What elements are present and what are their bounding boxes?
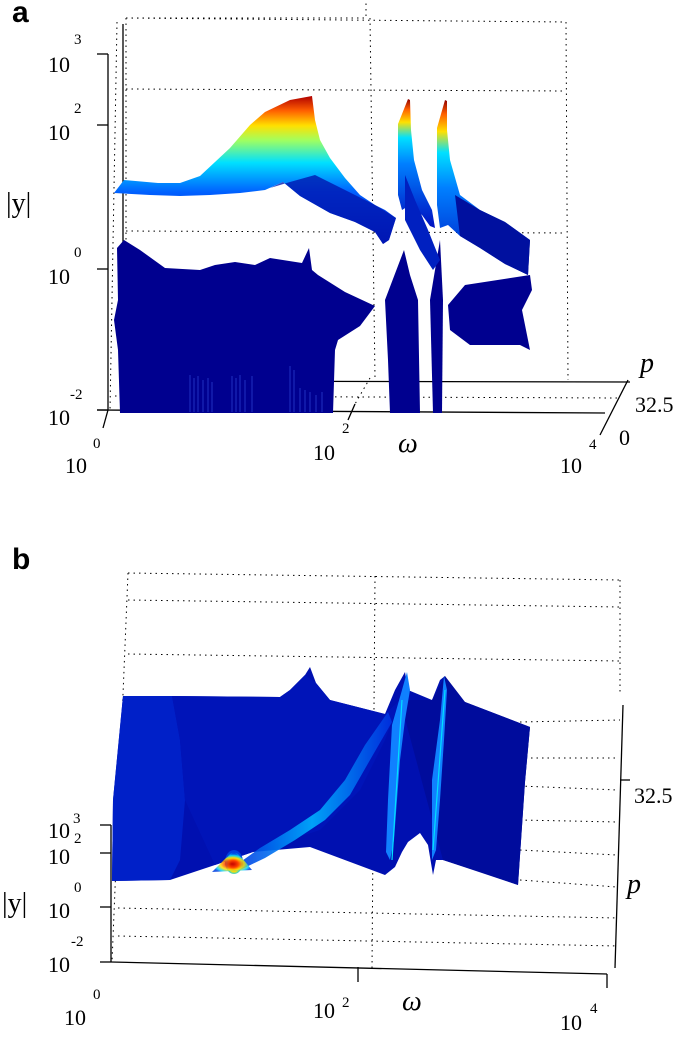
svg-text:10: 10 — [560, 453, 582, 478]
svg-text:3: 3 — [74, 32, 82, 48]
svg-text:10: 10 — [313, 998, 335, 1023]
p-tick-32-5-b: 32.5 — [634, 783, 673, 808]
svg-text:-2: -2 — [70, 387, 83, 403]
y-axis-ticks-a: 10 3 10 2 10 0 10 -2 — [48, 32, 83, 430]
svg-text:10: 10 — [48, 818, 70, 843]
chart-panel-b: 10 3 2 10 10 0 10 -2 |y| 10 0 10 2 10 4 … — [2, 572, 673, 1035]
panel-label-b: b — [12, 543, 31, 576]
chart-panel-a: 10 3 10 2 10 0 10 -2 |y| 10 0 10 2 10 4 … — [6, 0, 674, 478]
svg-text:4: 4 — [590, 1001, 598, 1017]
svg-text:10: 10 — [48, 952, 70, 977]
svg-text:2: 2 — [342, 995, 350, 1011]
svg-text:0: 0 — [74, 880, 82, 896]
svg-text:0: 0 — [74, 245, 82, 261]
surface-b — [112, 667, 530, 885]
svg-text:10: 10 — [48, 52, 70, 77]
p-tick-32-5-a: 32.5 — [635, 392, 674, 417]
svg-text:2: 2 — [74, 831, 82, 847]
y-axis-label-a: |y| — [6, 188, 31, 219]
svg-text:2: 2 — [74, 101, 82, 117]
svg-text:10: 10 — [48, 898, 70, 923]
x-axis-ticks-b: 10 0 10 2 10 4 — [64, 987, 598, 1035]
grid-lines-b — [111, 572, 621, 971]
svg-text:3: 3 — [73, 811, 81, 827]
panel-label-a: a — [12, 0, 29, 29]
svg-text:10: 10 — [65, 453, 87, 478]
svg-text:10: 10 — [48, 405, 70, 430]
svg-text:10: 10 — [48, 120, 70, 145]
svg-text:0: 0 — [93, 987, 101, 1003]
upper-surface-a — [114, 96, 530, 275]
svg-text:10: 10 — [64, 1005, 86, 1030]
svg-text:-2: -2 — [71, 934, 84, 950]
p-axis-label-a: p — [638, 348, 654, 379]
x-axis-label-b: ω — [402, 986, 422, 1017]
svg-text:4: 4 — [589, 437, 597, 453]
svg-text:0: 0 — [93, 436, 101, 452]
svg-text:10: 10 — [48, 844, 70, 869]
svg-text:10: 10 — [313, 440, 335, 465]
x-axis-ticks-a: 10 0 10 2 10 4 — [65, 421, 597, 478]
svg-text:10: 10 — [560, 1010, 582, 1035]
y-axis-ticks-b: 10 3 2 10 10 0 10 -2 — [48, 811, 84, 977]
grid-lines-a — [109, 0, 621, 411]
p-axis-label-b: p — [625, 869, 641, 900]
axes-b — [100, 704, 630, 988]
lower-surface-fringe-a — [189, 366, 323, 412]
x-axis-label-a: ω — [398, 428, 418, 459]
svg-text:2: 2 — [342, 421, 350, 437]
y-axis-label-b: |y| — [2, 888, 27, 919]
p-tick-0-a: 0 — [619, 425, 630, 450]
lower-surface-a — [114, 240, 532, 413]
svg-text:10: 10 — [48, 264, 70, 289]
